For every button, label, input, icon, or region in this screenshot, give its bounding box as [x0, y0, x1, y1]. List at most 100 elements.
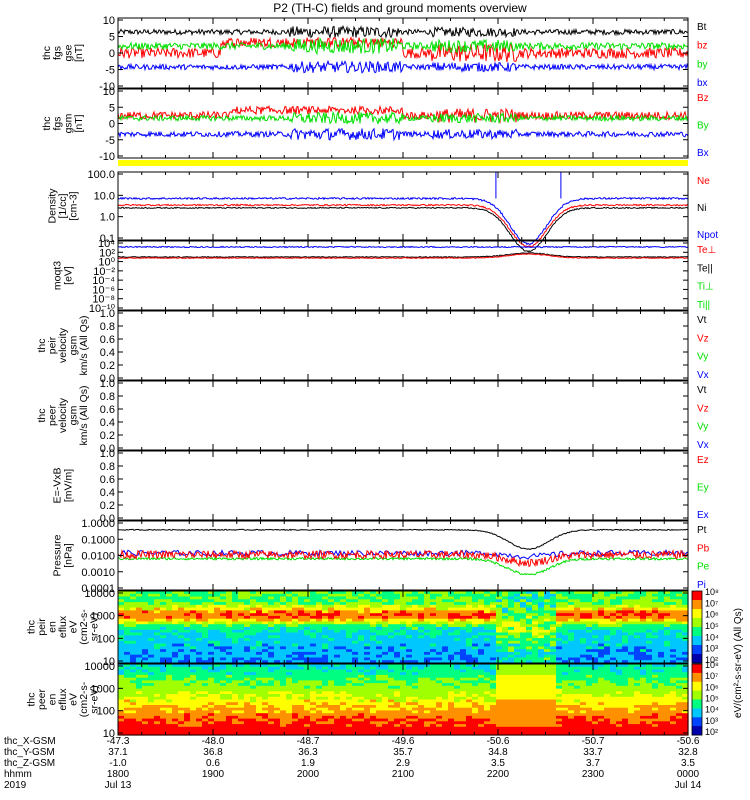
heatmap-cell — [310, 702, 317, 706]
heatmap-cell — [274, 707, 281, 711]
heatmap-cell — [202, 699, 209, 703]
heatmap-cell — [376, 677, 383, 681]
heatmap-cell — [238, 715, 245, 720]
heatmap-cell — [376, 621, 383, 625]
heatmap-cell — [202, 680, 209, 684]
heatmap-cell — [172, 713, 179, 717]
heatmap-cell — [634, 657, 641, 661]
heatmap-cell — [388, 657, 395, 661]
heatmap-cell — [268, 610, 275, 614]
heatmap-cell — [142, 732, 149, 736]
heatmap-cell — [142, 646, 149, 650]
heatmap-cell — [340, 640, 347, 645]
heatmap-cell — [556, 621, 563, 625]
heatmap-cell — [250, 705, 257, 709]
heatmap-cell — [346, 721, 353, 725]
heatmap-cell — [652, 649, 659, 653]
heatmap-cell — [322, 615, 329, 620]
heatmap-cell — [586, 615, 593, 620]
heatmap-cell — [388, 680, 395, 684]
heatmap-cell — [304, 660, 311, 664]
heatmap-cell — [292, 632, 299, 636]
heatmap-cell — [634, 629, 641, 634]
heatmap-cell — [520, 724, 527, 728]
heatmap-cell — [526, 729, 533, 733]
heatmap-cell — [418, 649, 425, 653]
heatmap-cell — [490, 713, 497, 717]
heatmap-cell — [526, 713, 533, 717]
heatmap-cell — [490, 685, 497, 690]
heatmap-cell — [424, 599, 431, 603]
heatmap-cell — [304, 694, 311, 698]
heatmap-cell — [430, 621, 437, 625]
heatmap-cell — [550, 618, 557, 623]
heatmap-cell — [604, 640, 611, 645]
heatmap-cell — [148, 649, 155, 653]
heatmap-cell — [154, 672, 161, 676]
heatmap-cell — [496, 705, 503, 709]
heatmap-cell — [484, 657, 491, 661]
series-line-Pb — [117, 548, 689, 568]
heatmap-cell — [346, 726, 353, 731]
heatmap-cell — [454, 677, 461, 681]
heatmap-cell — [208, 591, 215, 595]
heatmap-cell — [382, 674, 389, 679]
heatmap-cell — [496, 688, 503, 692]
heatmap-cell — [664, 649, 671, 653]
heatmap-cell — [622, 654, 629, 659]
heatmap-cell — [454, 654, 461, 659]
heatmap-cell — [454, 696, 461, 701]
heatmap-cell — [202, 657, 209, 661]
heatmap-cell — [610, 599, 617, 603]
heatmap-cell — [130, 707, 137, 711]
heatmap-cell — [424, 666, 431, 670]
heatmap-cell — [154, 640, 161, 645]
heatmap-cell — [208, 621, 215, 625]
heatmap-cell — [202, 607, 209, 611]
heatmap-cell — [394, 705, 401, 709]
heatmap-cell — [430, 624, 437, 628]
heatmap-cell — [160, 596, 167, 600]
heatmap-cell — [472, 691, 479, 695]
heatmap-cell — [400, 638, 407, 642]
heatmap-cell — [622, 613, 629, 617]
legend-label: Ti⊥ — [697, 282, 714, 293]
heatmap-cell — [634, 607, 641, 611]
heatmap-cell — [532, 683, 539, 687]
heatmap-cell — [496, 669, 503, 673]
heatmap-cell — [646, 607, 653, 611]
heatmap-cell — [196, 618, 203, 623]
heatmap-cell — [412, 632, 419, 636]
heatmap-cell — [526, 710, 533, 714]
heatmap-cell — [316, 635, 323, 639]
y-tick-label: -10 — [99, 151, 115, 163]
heatmap-cell — [394, 649, 401, 653]
heatmap-cell — [172, 666, 179, 670]
heatmap-cell — [448, 604, 455, 609]
heatmap-cell — [298, 726, 305, 731]
heatmap-cell — [310, 710, 317, 714]
heatmap-cell — [136, 618, 143, 623]
heatmap-cell — [130, 632, 137, 636]
heatmap-cell — [382, 669, 389, 673]
heatmap-cell — [400, 699, 407, 703]
heatmap-cell — [682, 649, 689, 653]
heatmap-cell — [580, 604, 587, 609]
heatmap-cell — [208, 677, 215, 681]
heatmap-cell — [418, 654, 425, 659]
heatmap-cell — [340, 694, 347, 698]
heatmap-cell — [316, 602, 323, 606]
heatmap-cell — [340, 643, 347, 647]
heatmap-cell — [208, 643, 215, 647]
heatmap-cell — [322, 715, 329, 720]
heatmap-cell — [226, 602, 233, 606]
heatmap-cell — [142, 688, 149, 692]
heatmap-cell — [436, 618, 443, 623]
heatmap-cell — [256, 677, 263, 681]
heatmap-cell — [262, 710, 269, 714]
heatmap-cell — [370, 607, 377, 611]
heatmap-cell — [442, 632, 449, 636]
heatmap-cell — [586, 649, 593, 653]
heatmap-cell — [124, 721, 131, 725]
